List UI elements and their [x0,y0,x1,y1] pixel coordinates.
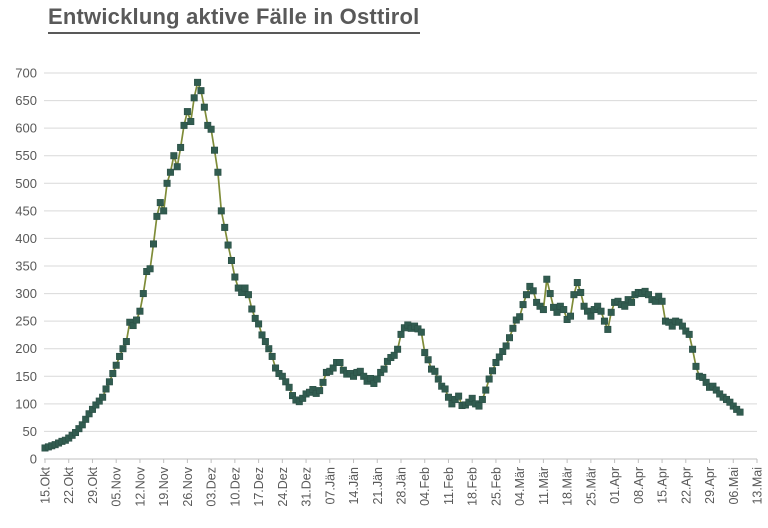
svg-text:05.Nov: 05.Nov [110,466,124,506]
svg-text:550: 550 [15,148,37,163]
svg-text:03.Dez: 03.Dez [205,467,219,507]
svg-text:50: 50 [23,424,37,439]
svg-text:18.Feb: 18.Feb [466,467,480,506]
svg-text:200: 200 [15,341,37,356]
svg-text:04.Feb: 04.Feb [418,467,432,506]
x-axis-labels: 15.Okt 22.Okt 29.Okt 05.Nov 12.Nov 19.Nov 26.N… [39,466,765,506]
svg-text:350: 350 [15,259,37,274]
svg-text:700: 700 [15,66,37,81]
svg-text:300: 300 [15,286,37,301]
svg-text:28.Jän: 28.Jän [395,467,409,505]
svg-text:01.Apr: 01.Apr [608,467,622,504]
svg-text:12.Nov: 12.Nov [133,466,147,506]
svg-text:10.Dez: 10.Dez [228,467,242,507]
svg-text:650: 650 [15,93,37,108]
svg-text:08.Apr: 08.Apr [632,467,646,504]
svg-text:250: 250 [15,314,37,329]
svg-text:17.Dez: 17.Dez [252,467,266,507]
svg-text:25.Mär: 25.Mär [584,467,598,506]
svg-text:14.Jän: 14.Jän [347,467,361,505]
svg-text:0: 0 [30,452,37,467]
svg-text:11.Feb: 11.Feb [442,467,456,505]
gridlines [44,72,757,432]
x-axis [44,458,758,463]
svg-text:29.Apr: 29.Apr [703,467,717,504]
svg-text:06.Mai: 06.Mai [727,467,741,505]
svg-text:04.Mär: 04.Mär [513,467,527,506]
svg-text:21.Jän: 21.Jän [371,467,385,505]
chart-title: Entwicklung aktive Fälle in Osttirol [48,4,420,34]
y-axis-labels: 0 50 100 150 200 250 300 350 400 450 500 550 600 650 7… [15,66,37,467]
svg-text:15.Okt: 15.Okt [39,466,53,503]
svg-text:07.Jän: 07.Jän [323,467,337,505]
svg-text:13.Mai: 13.Mai [751,467,765,505]
svg-text:500: 500 [15,176,37,191]
svg-text:31.Dez: 31.Dez [300,467,314,507]
svg-text:18.Mär: 18.Mär [561,467,575,506]
series-markers [41,78,744,452]
series-aktive-faelle [44,81,741,449]
svg-text:19.Nov: 19.Nov [157,466,171,506]
chart-title-text: Entwicklung aktive Fälle in Osttirol [48,4,420,34]
svg-text:22.Okt: 22.Okt [62,466,76,503]
svg-text:11.Mär: 11.Mär [537,467,551,505]
svg-text:26.Nov: 26.Nov [181,466,195,506]
svg-text:400: 400 [15,231,37,246]
svg-text:15.Apr: 15.Apr [656,467,670,504]
svg-text:150: 150 [15,369,37,384]
svg-text:22.Apr: 22.Apr [679,467,693,504]
svg-text:25.Feb: 25.Feb [489,467,503,506]
svg-text:29.Okt: 29.Okt [86,466,100,503]
svg-text:24.Dez: 24.Dez [276,467,290,507]
svg-text:450: 450 [15,203,37,218]
svg-text:100: 100 [15,396,37,411]
svg-text:600: 600 [15,121,37,136]
